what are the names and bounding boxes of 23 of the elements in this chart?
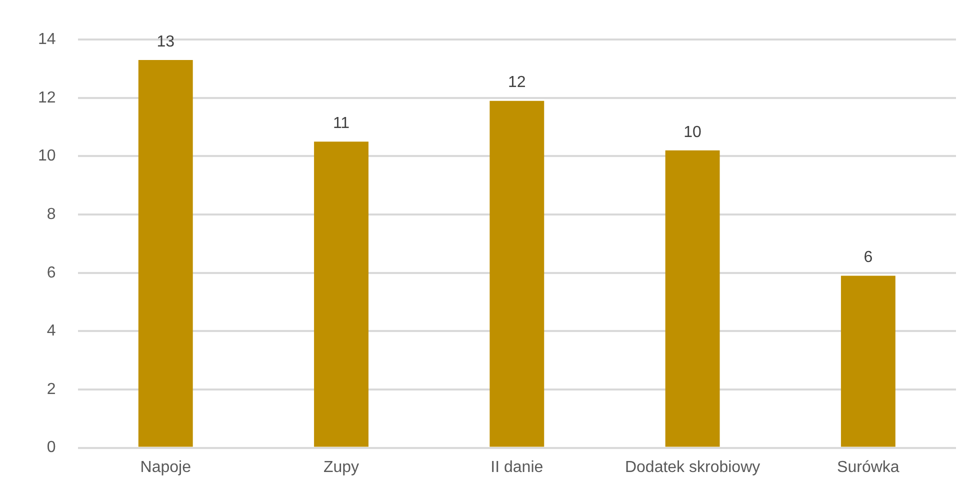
data-label: 13 <box>156 33 175 50</box>
y-tick-label: 8 <box>46 206 56 223</box>
x-tick-label: Napoje <box>140 458 192 476</box>
y-tick-label: 2 <box>46 380 56 398</box>
bar <box>138 60 193 447</box>
y-tick-label: 12 <box>38 89 56 106</box>
bar <box>665 150 720 447</box>
y-tick-label: 4 <box>46 322 56 340</box>
data-label: 12 <box>508 74 526 92</box>
y-tick-label: 0 <box>46 439 56 456</box>
y-tick-label: 6 <box>46 264 56 282</box>
bar <box>490 100 544 447</box>
bar <box>840 276 896 447</box>
x-tick-label: Dodatek skrobiowy <box>624 458 760 476</box>
y-tick-label: 10 <box>38 148 56 165</box>
y-tick-label: 14 <box>38 31 56 48</box>
data-label: 10 <box>684 124 702 141</box>
data-label: 6 <box>864 249 873 266</box>
x-tick-label: Surówka <box>837 458 900 476</box>
x-tick-label: II danie <box>490 458 544 476</box>
data-label: 11 <box>332 115 350 132</box>
x-tick-label: Zupy <box>323 458 360 476</box>
bar <box>314 142 368 447</box>
